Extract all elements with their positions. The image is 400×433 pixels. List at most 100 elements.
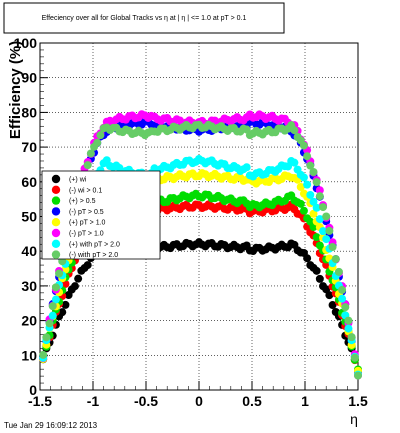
legend-label: (-) wi > 0.1: [69, 187, 102, 194]
legend: (+) wi (-) wi > 0.1 (+) > 0.5 (-) pT > 0.5 (…: [41, 170, 161, 260]
data-point: [48, 302, 57, 311]
data-point: [96, 131, 105, 140]
y-axis: 0 10 20 30 40 50 60 70 80 90 100: [14, 35, 48, 398]
data-point: [344, 324, 353, 333]
data-point: [55, 269, 64, 278]
data-point: [347, 333, 356, 342]
data-point: [312, 178, 321, 187]
data-point: [299, 141, 308, 150]
data-point: [315, 192, 324, 201]
data-point: [309, 197, 318, 206]
legend-marker: [51, 228, 61, 238]
legend-marker: [51, 174, 61, 184]
data-point: [299, 206, 308, 215]
data-point: [51, 295, 60, 304]
x-axis: -1.5 -1 -0.5 0 0.5 1 1.5: [28, 381, 368, 409]
data-point: [312, 233, 321, 242]
data-point: [325, 291, 334, 300]
y-tick-label: 10: [21, 347, 37, 363]
data-point: [350, 353, 359, 362]
y-tick-label: 90: [21, 70, 37, 86]
data-point: [322, 235, 331, 244]
legend-marker: [51, 207, 61, 216]
data-point: [328, 301, 337, 310]
x-tick-label: 0.5: [242, 393, 262, 409]
legend-marker: [51, 218, 61, 227]
legend-label: (+) pT > 1.0: [69, 220, 106, 227]
data-point: [83, 161, 92, 170]
data-point: [70, 282, 79, 291]
data-point: [322, 212, 331, 221]
data-point: [48, 311, 57, 320]
data-point: [309, 167, 318, 176]
x-tick-label: 0: [195, 393, 203, 409]
legend-label: (-) pT > 0.5: [69, 209, 104, 216]
data-point: [354, 371, 362, 380]
data-point: [61, 300, 70, 309]
y-tick-label: 40: [21, 243, 37, 259]
y-tick-label: 70: [21, 139, 37, 155]
legend-label: (+) wi: [69, 177, 87, 184]
x-tick-label: 1.5: [348, 393, 368, 409]
data-point: [325, 226, 334, 235]
data-point: [338, 294, 347, 303]
legend-marker: [51, 196, 61, 205]
data-point: [322, 260, 331, 269]
data-point: [306, 161, 315, 170]
data-point: [74, 274, 83, 283]
data-point: [312, 203, 321, 212]
data-point: [242, 163, 251, 172]
legend-label: (-) pT > 1.0: [69, 231, 104, 238]
y-tick-label: 60: [21, 174, 37, 190]
data-point: [83, 261, 92, 270]
legend-marker: [51, 239, 61, 248]
legend-marker: [51, 250, 61, 259]
data-point: [315, 274, 324, 283]
data-point: [93, 138, 102, 147]
chart-title: Effeciency over all for Global Tracks vs…: [42, 15, 247, 22]
title-box: [3, 2, 285, 34]
x-tick-label: -1: [87, 393, 100, 409]
data-point: [312, 266, 321, 275]
y-axis-label: Efficiency (%): [7, 41, 24, 139]
x-axis-label: η: [350, 411, 358, 427]
y-tick-label: 80: [21, 104, 37, 120]
data-point: [309, 209, 318, 218]
legend-label: (+) > 0.5: [69, 198, 96, 205]
data-point: [341, 303, 350, 312]
data-point: [58, 308, 67, 317]
data-point: [331, 255, 340, 264]
data-point: [303, 254, 312, 263]
grid: [40, 43, 358, 390]
data-point: [39, 350, 48, 359]
data-point: [334, 267, 343, 276]
legend-marker: [51, 185, 61, 194]
data-point: [303, 180, 312, 189]
data-point: [86, 149, 95, 158]
data-point: [296, 199, 305, 208]
data-point: [306, 190, 315, 199]
data-point: [51, 283, 60, 292]
y-tick-label: 0: [29, 382, 37, 398]
data-point: [42, 333, 51, 342]
x-tick-label: 1: [301, 393, 309, 409]
data-point: [338, 285, 347, 294]
y-tick-label: 30: [21, 278, 37, 294]
y-tick-label: 100: [14, 35, 38, 51]
x-tick-label: -1.5: [28, 393, 52, 409]
data-point: [315, 215, 324, 224]
data-point: [315, 186, 324, 195]
data-point: [45, 319, 54, 328]
data-point: [303, 152, 312, 161]
data-point: [328, 243, 337, 252]
y-tick-label: 20: [21, 313, 37, 329]
data-point: [296, 183, 305, 192]
data-point: [299, 173, 308, 182]
legend-label: (-) with pT > 2.0: [69, 252, 118, 259]
y-tick-label: 50: [21, 209, 37, 225]
data-point: [290, 158, 299, 167]
data-point: [290, 126, 299, 135]
data-point: [319, 203, 328, 212]
data-point: [319, 227, 328, 236]
